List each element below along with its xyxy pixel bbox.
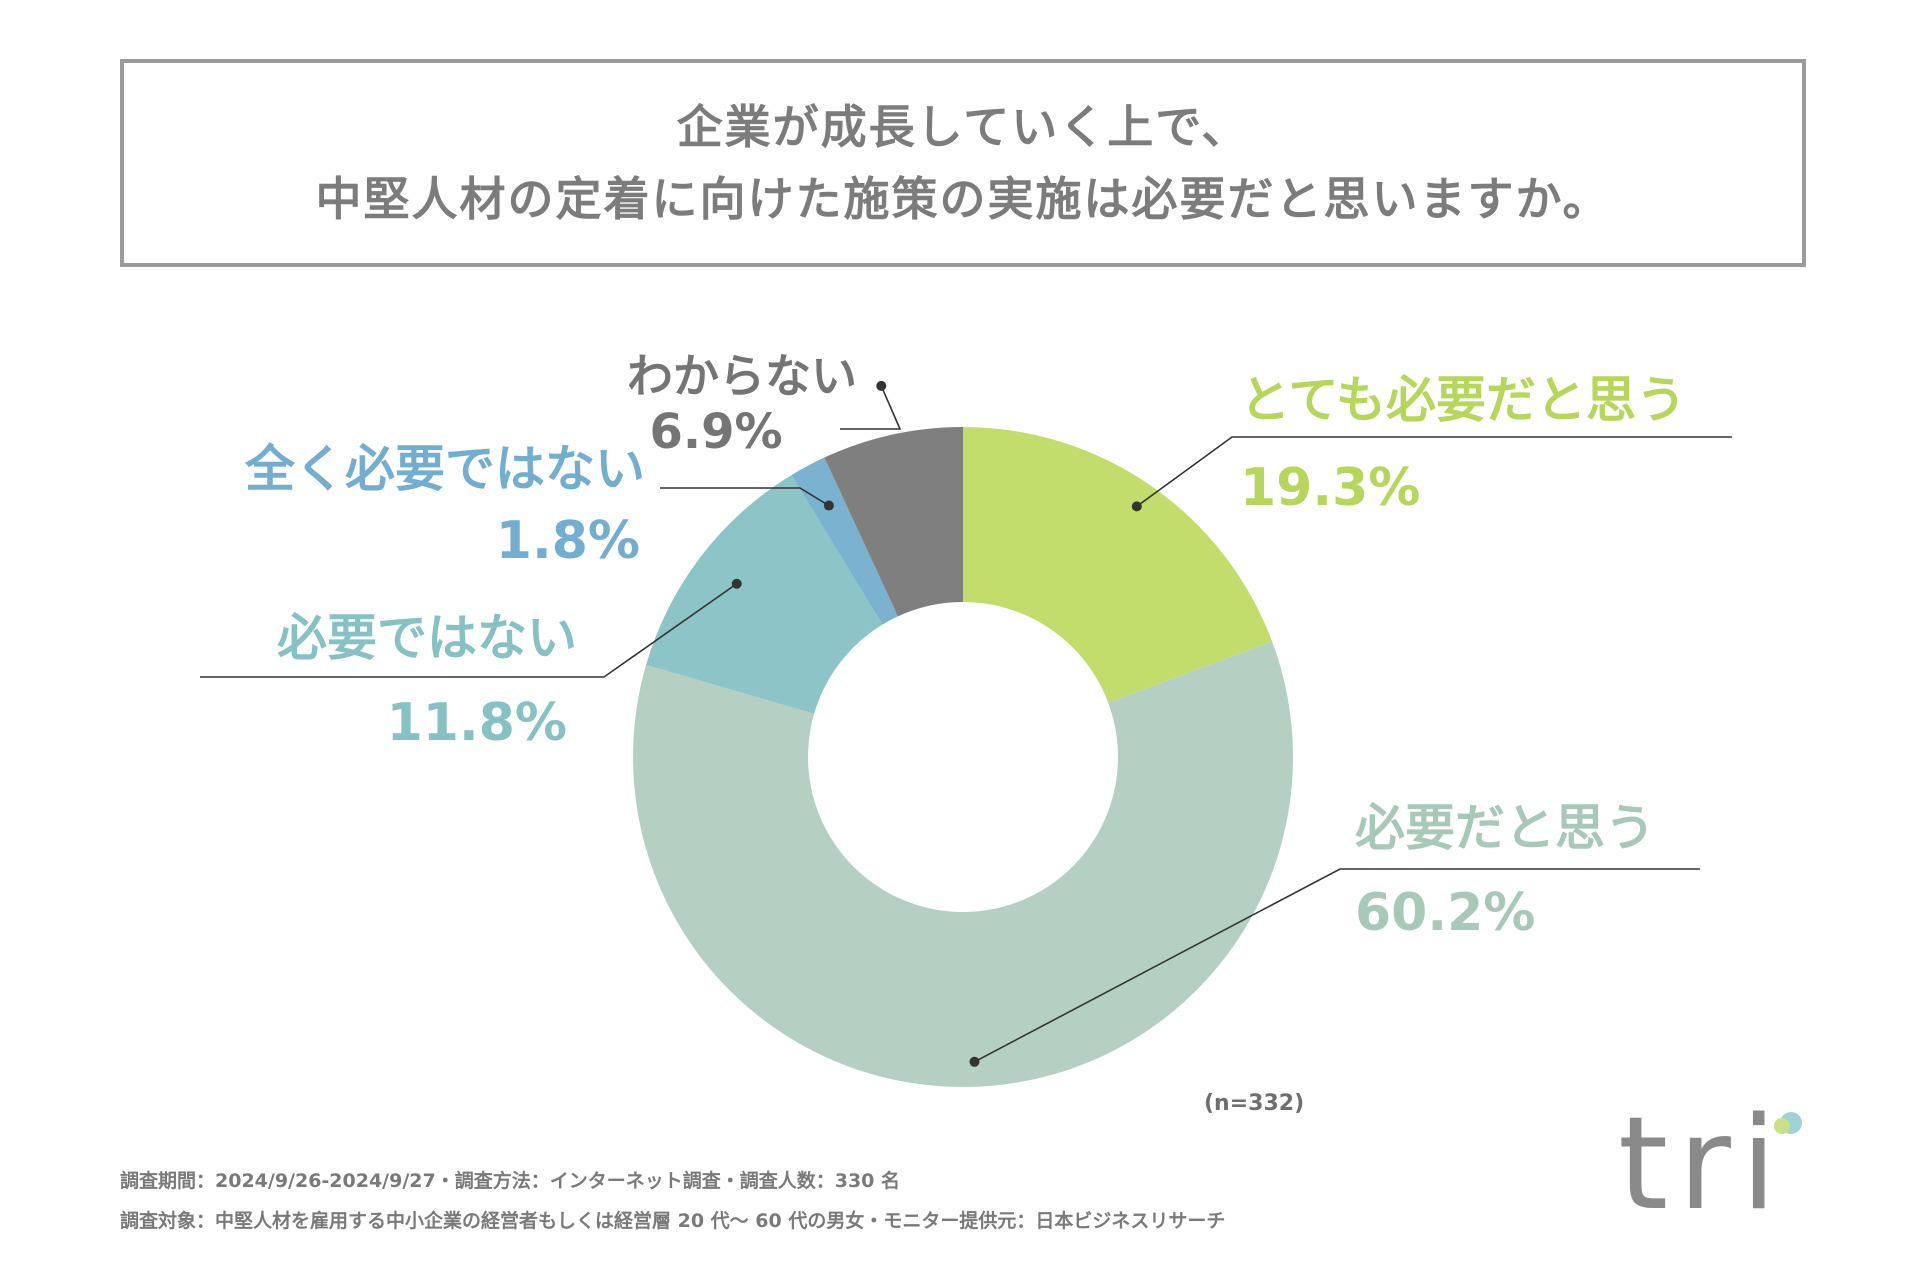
survey-note-period: 調査期間：2024/9/26-2024/9/27・調査方法：インターネット調査・… bbox=[120, 1170, 901, 1192]
label-value-1: 19.3% bbox=[1240, 458, 1420, 518]
leader-dot-5 bbox=[876, 380, 887, 391]
leader-line-1 bbox=[1136, 436, 1732, 508]
leader-line-5 bbox=[840, 385, 902, 430]
label-value-3: 11.8% bbox=[387, 693, 567, 753]
donut-slice-5 bbox=[824, 427, 963, 617]
label-category-1: とても必要だと思う bbox=[1240, 371, 1686, 429]
logo-wordmark: tri bbox=[1618, 1090, 1787, 1239]
leader-line-3 bbox=[200, 583, 738, 678]
label-value-4: 1.8% bbox=[496, 511, 640, 571]
logo-dot-green bbox=[1774, 1118, 1790, 1134]
label-category-2: 必要だと思う bbox=[1355, 799, 1655, 857]
tri-logo: tri bbox=[1618, 1100, 1808, 1238]
leader-line-4 bbox=[660, 487, 830, 507]
label-value-5: 6.9% bbox=[649, 404, 782, 460]
sample-size: (n=332) bbox=[1204, 1091, 1305, 1116]
leader-dot-1 bbox=[1131, 501, 1142, 512]
leader-dot-2 bbox=[969, 1056, 980, 1067]
label-category-5: わからない bbox=[627, 349, 857, 403]
chart-title-line-1: 企業が成長していく上で、 bbox=[676, 100, 1250, 154]
title-box: 企業が成長していく上で、 中堅人材の定着に向けた施策の実施は必要だと思いますか。 bbox=[120, 59, 1806, 267]
leader-dot-4 bbox=[823, 500, 834, 511]
leader-dot-3 bbox=[731, 578, 742, 589]
chart-title-line-2: 中堅人材の定着に向けた施策の実施は必要だと思いますか。 bbox=[315, 172, 1611, 226]
leader-line-2 bbox=[974, 868, 1700, 1063]
donut-slice-2 bbox=[633, 641, 1293, 1087]
survey-note-target: 調査対象：中堅人材を雇用する中小企業の経営者もしくは経営層 20 代〜 60 代… bbox=[120, 1210, 1226, 1232]
label-value-2: 60.2% bbox=[1355, 883, 1535, 943]
label-category-4: 全く必要ではない bbox=[244, 440, 645, 498]
label-category-3: 必要ではない bbox=[277, 609, 577, 667]
donut-slice-1 bbox=[963, 427, 1273, 703]
donut-slice-3 bbox=[646, 475, 883, 714]
